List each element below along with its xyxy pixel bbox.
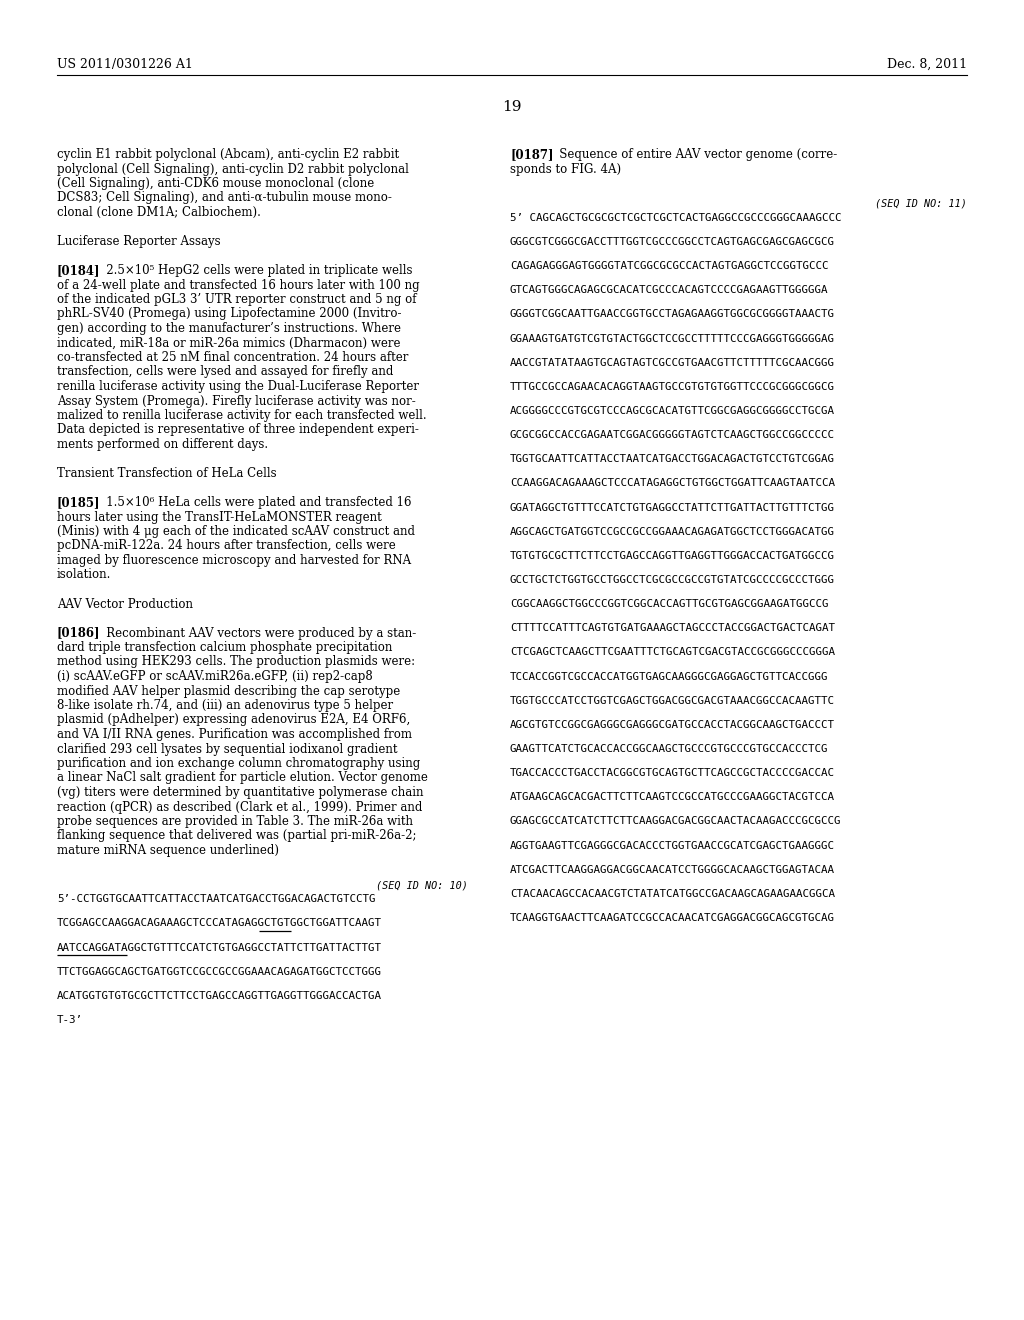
Text: US 2011/0301226 A1: US 2011/0301226 A1 bbox=[57, 58, 193, 71]
Text: method using HEK293 cells. The production plasmids were:: method using HEK293 cells. The productio… bbox=[57, 656, 415, 668]
Text: TCCACCGGTCGCCACCATGGTGAGCAAGGGCGAGGAGCTGTTCACCGGG: TCCACCGGTCGCCACCATGGTGAGCAAGGGCGAGGAGCTG… bbox=[510, 672, 828, 681]
Text: [0185]: [0185] bbox=[57, 496, 100, 510]
Text: GGAGCGCCATCATCTTCTTCAAGGACGACGGCAACTACAAGACCCGCGCCG: GGAGCGCCATCATCTTCTTCAAGGACGACGGCAACTACAA… bbox=[510, 817, 842, 826]
Text: dard triple transfection calcium phosphate precipitation: dard triple transfection calcium phospha… bbox=[57, 642, 392, 653]
Text: GCGCGGCCACCGAGAATCGGACGGGGGTAGTCTCAAGCTGGCCGGCCCCC: GCGCGGCCACCGAGAATCGGACGGGGGTAGTCTCAAGCTG… bbox=[510, 430, 835, 440]
Text: GTCAGTGGGCAGAGCGCACATCGCCCACAGTCCCCGAGAAGTTGGGGGA: GTCAGTGGGCAGAGCGCACATCGCCCACAGTCCCCGAGAA… bbox=[510, 285, 828, 296]
Text: TTCTGGAGGCAGCTGATGGTCCGCCGCCGGAAACAGAGATGGCTCCTGGG: TTCTGGAGGCAGCTGATGGTCCGCCGCCGGAAACAGAGAT… bbox=[57, 966, 382, 977]
Text: ACGGGGCCCGTGCGTCCCAGCGCACATGTTCGGCGAGGCGGGGCCTGCGA: ACGGGGCCCGTGCGTCCCAGCGCACATGTTCGGCGAGGCG… bbox=[510, 407, 835, 416]
Text: ACATGGTGTGTGCGCTTCTTCCTGAGCCAGGTTGAGGTTGGGACCACTGA: ACATGGTGTGTGCGCTTCTTCCTGAGCCAGGTTGAGGTTG… bbox=[57, 991, 382, 1001]
Text: polyclonal (Cell Signaling), anti-cyclin D2 rabbit polyclonal: polyclonal (Cell Signaling), anti-cyclin… bbox=[57, 162, 409, 176]
Text: TGTGTGCGCTTCTTCCTGAGCCAGGTTGAGGTTGGGACCACTGATGGCCG: TGTGTGCGCTTCTTCCTGAGCCAGGTTGAGGTTGGGACCA… bbox=[510, 550, 835, 561]
Text: (SEQ ID NO: 10): (SEQ ID NO: 10) bbox=[376, 880, 468, 890]
Text: CAGAGAGGGAGTGGGGTATCGGCGCGCCACTAGTGAGGCTCCGGTGCCC: CAGAGAGGGAGTGGGGTATCGGCGCGCCACTAGTGAGGCT… bbox=[510, 261, 828, 271]
Text: renilla luciferase activity using the Dual-Luciferase Reporter: renilla luciferase activity using the Du… bbox=[57, 380, 419, 393]
Text: [0186]: [0186] bbox=[57, 627, 100, 639]
Text: purification and ion exchange column chromatography using: purification and ion exchange column chr… bbox=[57, 756, 420, 770]
Text: hours later using the TransIT-HeLaMONSTER reagent: hours later using the TransIT-HeLaMONSTE… bbox=[57, 511, 382, 524]
Text: modified AAV helper plasmid describing the cap serotype: modified AAV helper plasmid describing t… bbox=[57, 685, 400, 697]
Text: CTTTTCCATTTCAGTGTGATGAAAGCTAGCCCTACCGGACTGACTCAGAT: CTTTTCCATTTCAGTGTGATGAAAGCTAGCCCTACCGGAC… bbox=[510, 623, 835, 634]
Text: sponds to FIG. 4A): sponds to FIG. 4A) bbox=[510, 162, 622, 176]
Text: AGGTGAAGTTCGAGGGCGACACCCTGGTGAACCGCATCGAGCTGAAGGGC: AGGTGAAGTTCGAGGGCGACACCCTGGTGAACCGCATCGA… bbox=[510, 841, 835, 850]
Text: AATCCAGGATAGGCTGTTTCCATCTGTGAGGCCTATTCTTGATTACTTGT: AATCCAGGATAGGCTGTTTCCATCTGTGAGGCCTATTCTT… bbox=[57, 942, 382, 953]
Text: GCCTGCTCTGGTGCCTGGCCTCGCGCCGCCGTGTATCGCCCCGCCCTGGG: GCCTGCTCTGGTGCCTGGCCTCGCGCCGCCGTGTATCGCC… bbox=[510, 576, 835, 585]
Text: AACCGTATATAAGTGCAGTAGTCGCCGTGAACGTTCTTTTTCGCAACGGG: AACCGTATATAAGTGCAGTAGTCGCCGTGAACGTTCTTTT… bbox=[510, 358, 835, 368]
Text: Data depicted is representative of three independent experi-: Data depicted is representative of three… bbox=[57, 424, 419, 437]
Text: (Minis) with 4 μg each of the indicated scAAV construct and: (Minis) with 4 μg each of the indicated … bbox=[57, 525, 415, 539]
Text: AAV Vector Production: AAV Vector Production bbox=[57, 598, 193, 610]
Text: a linear NaCl salt gradient for particle elution. Vector genome: a linear NaCl salt gradient for particle… bbox=[57, 771, 428, 784]
Text: (Cell Signaling), anti-CDK6 mouse monoclonal (clone: (Cell Signaling), anti-CDK6 mouse monocl… bbox=[57, 177, 374, 190]
Text: [0187]: [0187] bbox=[510, 148, 554, 161]
Text: (vg) titers were determined by quantitative polymerase chain: (vg) titers were determined by quantitat… bbox=[57, 785, 424, 799]
Text: clarified 293 cell lysates by sequential iodixanol gradient: clarified 293 cell lysates by sequential… bbox=[57, 742, 397, 755]
Text: 5’ CAGCAGCTGCGCGCTCGCTCGCTCACTGAGGCCGCCCGGGCAAAGCCC: 5’ CAGCAGCTGCGCGCTCGCTCGCTCACTGAGGCCGCCC… bbox=[510, 213, 842, 223]
Text: ments performed on different days.: ments performed on different days. bbox=[57, 438, 268, 451]
Text: TCGGAGCCAAGGACAGAAAGCTCCCATAGAGGCTGTGGCTGGATTCAAGT: TCGGAGCCAAGGACAGAAAGCTCCCATAGAGGCTGTGGCT… bbox=[57, 919, 382, 928]
Text: Luciferase Reporter Assays: Luciferase Reporter Assays bbox=[57, 235, 220, 248]
Text: malized to renilla luciferase activity for each transfected well.: malized to renilla luciferase activity f… bbox=[57, 409, 427, 422]
Text: mature miRNA sequence underlined): mature miRNA sequence underlined) bbox=[57, 843, 279, 857]
Text: of the indicated pGL3 3’ UTR reporter construct and 5 ng of: of the indicated pGL3 3’ UTR reporter co… bbox=[57, 293, 417, 306]
Text: transfection, cells were lysed and assayed for firefly and: transfection, cells were lysed and assay… bbox=[57, 366, 393, 379]
Text: 2.5×10⁵ HepG2 cells were plated in triplicate wells: 2.5×10⁵ HepG2 cells were plated in tripl… bbox=[95, 264, 413, 277]
Text: Sequence of entire AAV vector genome (corre-: Sequence of entire AAV vector genome (co… bbox=[548, 148, 838, 161]
Text: AGCGTGTCCGGCGAGGGCGAGGGCGATGCCACCTACGGCAAGCTGACCCT: AGCGTGTCCGGCGAGGGCGAGGGCGATGCCACCTACGGCA… bbox=[510, 719, 835, 730]
Text: (SEQ ID NO: 11): (SEQ ID NO: 11) bbox=[876, 199, 967, 209]
Text: 19: 19 bbox=[502, 100, 522, 114]
Text: pcDNA-miR-122a. 24 hours after transfection, cells were: pcDNA-miR-122a. 24 hours after transfect… bbox=[57, 540, 395, 553]
Text: TCAAGGTGAACTTCAAGATCCGCCACAACATCGAGGACGGCAGCGTGCAG: TCAAGGTGAACTTCAAGATCCGCCACAACATCGAGGACGG… bbox=[510, 913, 835, 923]
Text: GAAGTTCATCTGCACCACCGGCAAGCTGCCCGTGCCCGTGCCACCCTCG: GAAGTTCATCTGCACCACCGGCAAGCTGCCCGTGCCCGTG… bbox=[510, 744, 828, 754]
Text: imaged by fluorescence microscopy and harvested for RNA: imaged by fluorescence microscopy and ha… bbox=[57, 554, 411, 568]
Text: DCS83; Cell Signaling), and anti-α-tubulin mouse mono-: DCS83; Cell Signaling), and anti-α-tubul… bbox=[57, 191, 392, 205]
Text: flanking sequence that delivered was (partial pri-miR-26a-2;: flanking sequence that delivered was (pa… bbox=[57, 829, 417, 842]
Text: TGACCACCCTGACCTACGGCGTGCAGTGCTTCAGCCGCTACCCCGACCAC: TGACCACCCTGACCTACGGCGTGCAGTGCTTCAGCCGCTA… bbox=[510, 768, 835, 779]
Text: CGGCAAGGCTGGCCCGGTCGGCACCAGTTGCGTGAGCGGAAGATGGCCG: CGGCAAGGCTGGCCCGGTCGGCACCAGTTGCGTGAGCGGA… bbox=[510, 599, 828, 609]
Text: [0184]: [0184] bbox=[57, 264, 100, 277]
Text: TTTGCCGCCAGAACACAGGTAAGTGCCGTGTGTGGTTCCCGCGGGCGGCG: TTTGCCGCCAGAACACAGGTAAGTGCCGTGTGTGGTTCCC… bbox=[510, 381, 835, 392]
Text: of a 24-well plate and transfected 16 hours later with 100 ng: of a 24-well plate and transfected 16 ho… bbox=[57, 279, 420, 292]
Text: ATCGACTTCAAGGAGGACGGCAACATCCTGGGGCACAAGCTGGAGTACAA: ATCGACTTCAAGGAGGACGGCAACATCCTGGGGCACAAGC… bbox=[510, 865, 835, 875]
Text: plasmid (pAdhelper) expressing adenovirus E2A, E4 ORF6,: plasmid (pAdhelper) expressing adenoviru… bbox=[57, 714, 411, 726]
Text: CCAAGGACAGAAAGCTCCCATAGAGGCTGTGGCTGGATTCAAGTAATCCA: CCAAGGACAGAAAGCTCCCATAGAGGCTGTGGCTGGATTC… bbox=[510, 478, 835, 488]
Text: gen) according to the manufacturer’s instructions. Where: gen) according to the manufacturer’s ins… bbox=[57, 322, 401, 335]
Text: probe sequences are provided in Table 3. The miR-26a with: probe sequences are provided in Table 3.… bbox=[57, 814, 413, 828]
Text: indicated, miR-18a or miR-26a mimics (Dharmacon) were: indicated, miR-18a or miR-26a mimics (Dh… bbox=[57, 337, 400, 350]
Text: clonal (clone DM1A; Calbiochem).: clonal (clone DM1A; Calbiochem). bbox=[57, 206, 261, 219]
Text: Transient Transfection of HeLa Cells: Transient Transfection of HeLa Cells bbox=[57, 467, 276, 480]
Text: GGATAGGCTGTTTCCATCTGTGAGGCCTATTCTTGATTACTTGTTTCTGG: GGATAGGCTGTTTCCATCTGTGAGGCCTATTCTTGATTAC… bbox=[510, 503, 835, 512]
Text: 8-like isolate rh.74, and (iii) an adenovirus type 5 helper: 8-like isolate rh.74, and (iii) an adeno… bbox=[57, 700, 393, 711]
Text: GGAAAGTGATGTCGTGTACTGGCTCCGCCTTTTTCCCGAGGGTGGGGGAG: GGAAAGTGATGTCGTGTACTGGCTCCGCCTTTTTCCCGAG… bbox=[510, 334, 835, 343]
Text: CTACAACAGCCACAACGTCTATATCATGGCCGACAAGCAGAAGAACGGCA: CTACAACAGCCACAACGTCTATATCATGGCCGACAAGCAG… bbox=[510, 888, 835, 899]
Text: T-3’: T-3’ bbox=[57, 1015, 83, 1026]
Text: Assay System (Promega). Firefly luciferase activity was nor-: Assay System (Promega). Firefly lucifera… bbox=[57, 395, 416, 408]
Text: phRL-SV40 (Promega) using Lipofectamine 2000 (Invitro-: phRL-SV40 (Promega) using Lipofectamine … bbox=[57, 308, 401, 321]
Text: TGGTGCCCATCCTGGTCGAGCTGGACGGCGACGTAAACGGCCACAAGTTC: TGGTGCCCATCCTGGTCGAGCTGGACGGCGACGTAAACGG… bbox=[510, 696, 835, 706]
Text: 1.5×10⁶ HeLa cells were plated and transfected 16: 1.5×10⁶ HeLa cells were plated and trans… bbox=[95, 496, 412, 510]
Text: GGGGTCGGCAATTGAACCGGTGCCTAGAGAAGGTGGCGCGGGGTAAACTG: GGGGTCGGCAATTGAACCGGTGCCTAGAGAAGGTGGCGCG… bbox=[510, 309, 835, 319]
Text: AGGCAGCTGATGGTCCGCCGCCGGAAACAGAGATGGCTCCTGGGACATGG: AGGCAGCTGATGGTCCGCCGCCGGAAACAGAGATGGCTCC… bbox=[510, 527, 835, 537]
Text: 5’-CCTGGTGCAATTCATTACCTAATCATGACCTGGACAGACTGTCCTG: 5’-CCTGGTGCAATTCATTACCTAATCATGACCTGGACAG… bbox=[57, 894, 376, 904]
Text: isolation.: isolation. bbox=[57, 569, 112, 582]
Text: CTCGAGCTCAAGCTTCGAATTTCTGCAGTCGACGTACCGCGGGCCCGGGA: CTCGAGCTCAAGCTTCGAATTTCTGCAGTCGACGTACCGC… bbox=[510, 647, 835, 657]
Text: cyclin E1 rabbit polyclonal (Abcam), anti-cyclin E2 rabbit: cyclin E1 rabbit polyclonal (Abcam), ant… bbox=[57, 148, 399, 161]
Text: co-transfected at 25 nM final concentration. 24 hours after: co-transfected at 25 nM final concentrat… bbox=[57, 351, 409, 364]
Text: (i) scAAV.eGFP or scAAV.miR26a.eGFP, (ii) rep2-cap8: (i) scAAV.eGFP or scAAV.miR26a.eGFP, (ii… bbox=[57, 671, 373, 682]
Text: Dec. 8, 2011: Dec. 8, 2011 bbox=[887, 58, 967, 71]
Text: Recombinant AAV vectors were produced by a stan-: Recombinant AAV vectors were produced by… bbox=[95, 627, 416, 639]
Text: and VA I/II RNA genes. Purification was accomplished from: and VA I/II RNA genes. Purification was … bbox=[57, 729, 412, 741]
Text: ATGAAGCAGCACGACTTCTTCAAGTCCGCCATGCCCGAAGGCTACGTCCA: ATGAAGCAGCACGACTTCTTCAAGTCCGCCATGCCCGAAG… bbox=[510, 792, 835, 803]
Text: GGGCGTCGGGCGACCTTTGGTCGCCCGGCCTCAGTGAGCGAGCGAGCGCG: GGGCGTCGGGCGACCTTTGGTCGCCCGGCCTCAGTGAGCG… bbox=[510, 236, 835, 247]
Text: TGGTGCAATTCATTACCTAATCATGACCTGGACAGACTGTCCTGTCGGAG: TGGTGCAATTCATTACCTAATCATGACCTGGACAGACTGT… bbox=[510, 454, 835, 465]
Text: reaction (qPCR) as described (Clark et al., 1999). Primer and: reaction (qPCR) as described (Clark et a… bbox=[57, 800, 422, 813]
